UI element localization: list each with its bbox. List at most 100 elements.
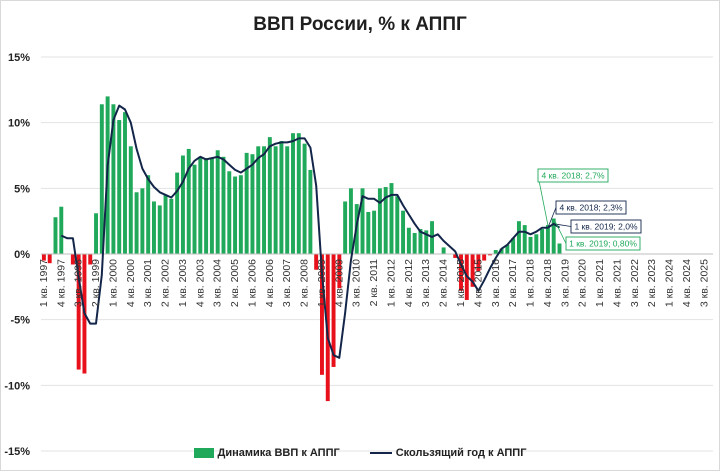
x-tick-label: 2 кв. 2005 — [229, 259, 241, 307]
bar — [273, 146, 278, 254]
callout-label: 1 кв. 2019; 0,80% — [569, 239, 637, 249]
bar — [383, 187, 388, 254]
x-tick-label: 3 кв. 2016 — [490, 259, 502, 307]
bar — [204, 158, 209, 254]
bar — [505, 244, 510, 254]
x-tick-label: 2 кв. 1999 — [90, 259, 102, 307]
callout: 4 кв. 2018; 2,7% — [537, 168, 609, 226]
x-tick-label: 3 кв. 2022 — [629, 259, 641, 307]
bar — [186, 148, 191, 254]
legend-bar-swatch — [193, 448, 214, 458]
x-tick-label: 2 кв. 2014 — [438, 259, 450, 307]
x-tick-label: 3 кв. 2010 — [351, 259, 363, 307]
bar — [528, 236, 533, 254]
bar — [192, 164, 197, 254]
bar — [175, 172, 180, 254]
legend-item-line: Скользящий год к АППГ — [369, 447, 527, 459]
bar — [441, 247, 446, 254]
x-tick-label: 4 кв. 2000 — [125, 259, 137, 307]
x-tick-label: 1 кв. 2009 — [316, 259, 328, 307]
bar — [117, 120, 122, 254]
x-tick-label: 2 кв. 2011 — [368, 259, 380, 307]
x-tick-label: 3 кв. 2013 — [420, 259, 432, 307]
y-tick-label: -10% — [4, 380, 30, 392]
x-tick-label: 1 кв. 2006 — [246, 259, 258, 307]
x-tick-label: 4 кв. 2018 — [542, 259, 554, 307]
bar — [372, 210, 377, 254]
bar — [53, 217, 58, 254]
x-tick-label: 4 кв. 1997 — [55, 259, 67, 307]
bar — [227, 171, 232, 254]
callout-label: 4 кв. 2018; 2,7% — [541, 171, 604, 181]
annotations: 4 кв. 2018; 2,7% 4 кв. 2018; 2,3% 1 кв. 20… — [537, 168, 642, 251]
bar — [453, 254, 458, 258]
bar — [534, 234, 539, 254]
bar — [366, 211, 371, 254]
callout: 1 кв. 2019; 0,80% — [553, 218, 641, 251]
x-tick-label: 3 кв. 2025 — [698, 259, 710, 307]
bar — [337, 254, 342, 289]
callout-label: 4 кв. 2018; 2,3% — [559, 203, 622, 213]
callout: 1 кв. 2019; 2,0% — [553, 219, 642, 234]
bar — [302, 143, 307, 254]
x-tick-label: 3 кв. 2019 — [559, 259, 571, 307]
bar — [418, 229, 423, 254]
bar — [412, 232, 417, 254]
bar — [134, 192, 139, 254]
x-tick-label: 3 кв. 1998 — [73, 259, 85, 307]
y-tick-label: 0% — [14, 249, 30, 261]
callout: 4 кв. 2018; 2,3% — [547, 200, 627, 228]
bar — [395, 196, 400, 254]
bar — [146, 175, 151, 254]
bar — [244, 152, 249, 254]
bar — [221, 156, 226, 254]
bar — [516, 221, 521, 254]
bar — [319, 254, 324, 375]
bar — [377, 188, 382, 254]
bar — [343, 201, 348, 254]
bar — [256, 146, 261, 254]
bar — [476, 254, 481, 272]
bar-series — [41, 96, 562, 402]
y-tick-label: -15% — [4, 446, 30, 458]
bar — [169, 198, 174, 254]
bar — [557, 243, 562, 254]
callout-leader — [537, 175, 549, 226]
x-tick-label: 3 кв. 2004 — [212, 259, 224, 307]
bar — [360, 188, 365, 254]
x-tick-label: 4 кв. 2012 — [403, 259, 415, 307]
x-tick-label: 4 кв. 2009 — [333, 259, 345, 307]
bar — [157, 205, 162, 254]
bar — [291, 133, 295, 254]
bar — [540, 229, 545, 254]
legend: Динамика ВВП к АППГ Скользящий год к АПП… — [0, 447, 720, 459]
x-tick-label: 4 кв. 2015 — [472, 259, 484, 307]
bar — [487, 254, 492, 256]
legend-line-label: Скользящий год к АППГ — [395, 447, 527, 459]
bar — [389, 183, 394, 254]
x-tick-label: 2 кв. 2017 — [507, 259, 519, 307]
bar — [296, 133, 301, 254]
callout-label: 1 кв. 2019; 2,0% — [574, 222, 637, 232]
bar — [522, 225, 527, 254]
x-tick-label: 1 кв. 2000 — [107, 259, 119, 307]
bar — [314, 254, 319, 270]
bar — [111, 104, 116, 254]
bar — [198, 156, 203, 254]
bar — [215, 150, 220, 254]
rolling-year-line — [60, 104, 561, 359]
bar — [180, 155, 185, 254]
bar — [482, 254, 487, 261]
bar — [41, 254, 46, 261]
x-tick-label: 2 кв. 2008 — [299, 259, 311, 307]
x-tick-label: 2 кв. 2020 — [577, 259, 589, 307]
bar — [123, 112, 127, 254]
bar — [470, 254, 475, 287]
y-tick-label: 10% — [8, 118, 30, 130]
bar — [308, 169, 313, 254]
bar — [401, 210, 406, 254]
x-tick-label: 4 кв. 2006 — [264, 259, 276, 307]
bar — [70, 254, 75, 265]
bar — [47, 254, 52, 264]
